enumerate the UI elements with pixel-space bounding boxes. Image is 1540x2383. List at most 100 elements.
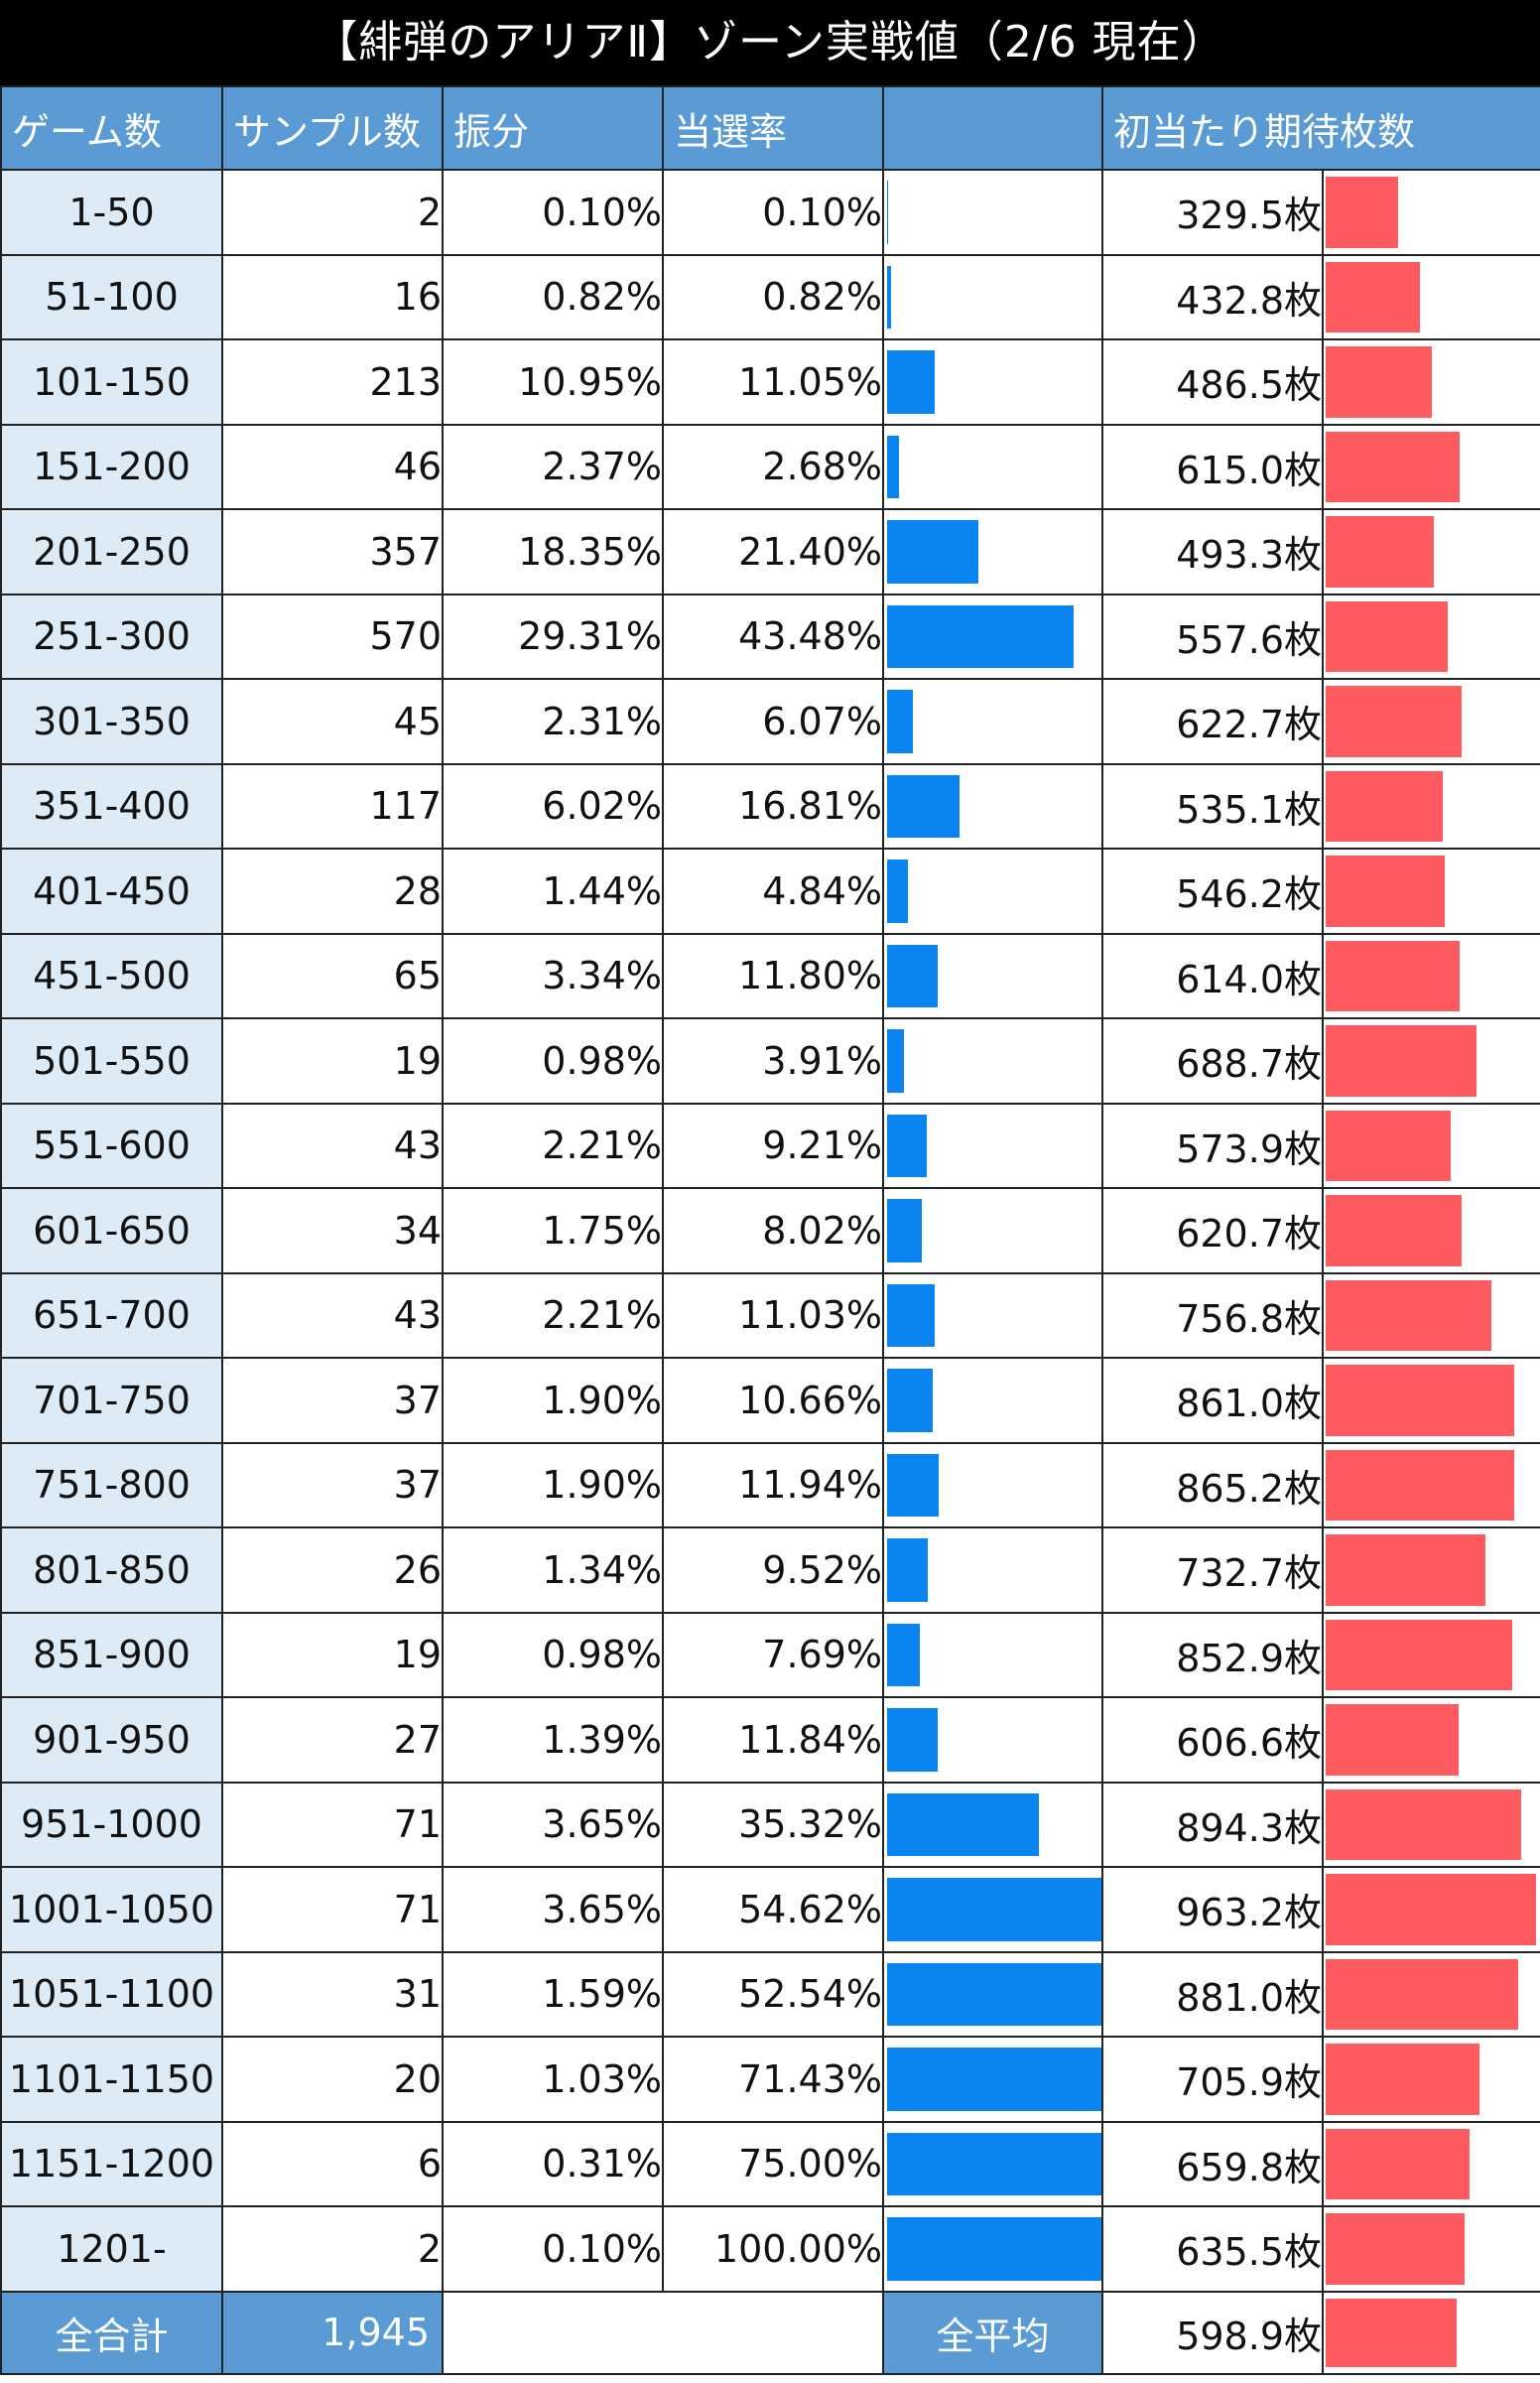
expected-bar-cell (1321, 423, 1540, 510)
game-range-cell: 1001-1050 (0, 1866, 223, 1953)
dist-cell: 3.65% (442, 1781, 664, 1868)
rate-bar-cell (882, 1271, 1103, 1359)
expected-cell: 688.7枚 (1101, 1017, 1324, 1105)
rate-bar (887, 1538, 929, 1602)
expected-cell: 732.7枚 (1101, 1526, 1324, 1614)
rate-cell: 43.48% (662, 593, 884, 680)
header-dist: 振分 (442, 85, 664, 171)
expected-cell: 535.1枚 (1101, 762, 1324, 850)
expected-bar (1326, 1025, 1476, 1097)
game-range-cell: 501-550 (0, 1017, 223, 1105)
sample-cell: 37 (221, 1441, 444, 1528)
rate-bar (887, 265, 891, 329)
rate-bar-cell (882, 2205, 1103, 2293)
rate-bar (887, 1029, 904, 1093)
expected-bar-cell (1321, 2120, 1540, 2207)
table-row: 601-650 34 1.75% 8.02% 620.7枚 (0, 1187, 1540, 1274)
expected-cell: 329.5枚 (1101, 169, 1324, 256)
expected-bar (1326, 431, 1461, 502)
rate-bar-cell (882, 1187, 1103, 1274)
game-range-cell: 51-100 (0, 253, 223, 340)
rate-bar (887, 1962, 1100, 2026)
expected-bar (1326, 177, 1398, 248)
expected-bar-cell (1321, 678, 1540, 765)
rate-cell: 2.68% (662, 423, 884, 510)
sample-cell: 26 (221, 1526, 444, 1614)
dist-cell: 1.44% (442, 848, 664, 935)
dist-cell: 6.02% (442, 762, 664, 850)
expected-bar-cell (1321, 2036, 1540, 2123)
rate-bar (887, 690, 914, 753)
expected-bar (1326, 2128, 1471, 2199)
rate-bar (887, 2217, 1100, 2281)
rate-cell: 52.54% (662, 1950, 884, 2038)
game-range-cell: 351-400 (0, 762, 223, 850)
expected-bar (1326, 686, 1463, 757)
expected-bar (1326, 2044, 1480, 2115)
sample-cell: 37 (221, 1357, 444, 1444)
dist-cell: 2.37% (442, 423, 664, 510)
dist-cell: 18.35% (442, 508, 664, 596)
expected-bar-cell (1321, 1102, 1540, 1189)
expected-cell: 861.0枚 (1101, 1357, 1324, 1444)
sample-cell: 43 (221, 1102, 444, 1189)
sample-cell: 19 (221, 1017, 444, 1105)
header-game: ゲーム数 (0, 85, 223, 171)
dist-cell: 0.82% (442, 253, 664, 340)
expected-cell: 432.8枚 (1101, 253, 1324, 340)
game-range-cell: 201-250 (0, 508, 223, 596)
table-row: 101-150 213 10.95% 11.05% 486.5枚 (0, 338, 1540, 426)
expected-cell: 557.6枚 (1101, 593, 1324, 680)
rate-bar-cell (882, 2120, 1103, 2207)
rate-bar-cell (882, 338, 1103, 426)
expected-bar (1326, 1704, 1459, 1776)
average-expected: 598.9枚 (1101, 2290, 1324, 2375)
rate-cell: 0.10% (662, 169, 884, 256)
dist-cell: 0.10% (442, 169, 664, 256)
dist-cell: 0.10% (442, 2205, 664, 2293)
table-row: 901-950 27 1.39% 11.84% 606.6枚 (0, 1696, 1540, 1784)
dist-cell: 10.95% (442, 338, 664, 426)
total-blank-1 (443, 2290, 663, 2375)
game-range-cell: 401-450 (0, 848, 223, 935)
rate-cell: 3.91% (662, 1017, 884, 1105)
rate-bar (887, 1114, 927, 1177)
rate-cell: 54.62% (662, 1866, 884, 1953)
sample-cell: 570 (221, 593, 444, 680)
total-row: 全合計 1,945 全平均 598.9枚 (0, 2290, 1540, 2375)
sample-cell: 6 (221, 2120, 444, 2207)
rate-bar-cell (882, 932, 1103, 1019)
game-range-cell: 701-750 (0, 1357, 223, 1444)
expected-bar (1326, 1279, 1491, 1351)
dist-cell: 1.03% (442, 2036, 664, 2123)
expected-bar (1326, 1619, 1512, 1690)
dist-cell: 3.34% (442, 932, 664, 1019)
sample-cell: 46 (221, 423, 444, 510)
sample-cell: 34 (221, 1187, 444, 1274)
rate-bar-cell (882, 2036, 1103, 2123)
rate-bar-cell (882, 1526, 1103, 1614)
rate-bar-cell (882, 169, 1103, 256)
game-range-cell: 101-150 (0, 338, 223, 426)
expected-bar (1326, 346, 1433, 418)
expected-bar (1326, 600, 1448, 672)
expected-bar-cell (1321, 1526, 1540, 1614)
rate-bar (887, 1453, 939, 1517)
expected-bar (1326, 1874, 1536, 1945)
expected-cell: 894.3枚 (1101, 1781, 1324, 1868)
sample-cell: 213 (221, 338, 444, 426)
rate-cell: 16.81% (662, 762, 884, 850)
rate-bar (887, 1878, 1100, 1941)
dist-cell: 2.31% (442, 678, 664, 765)
rate-bar (887, 1199, 922, 1262)
header-row: ゲーム数 サンプル数 振分 当選率 初当たり期待枚数 (0, 85, 1540, 171)
expected-cell: 635.5枚 (1101, 2205, 1324, 2293)
expected-cell: 614.0枚 (1101, 932, 1324, 1019)
game-range-cell: 801-850 (0, 1526, 223, 1614)
expected-bar (1326, 1110, 1452, 1181)
rate-bar-cell (882, 678, 1103, 765)
rate-cell: 71.43% (662, 2036, 884, 2123)
dist-cell: 0.98% (442, 1611, 664, 1698)
rate-cell: 35.32% (662, 1781, 884, 1868)
rate-bar (887, 1369, 934, 1432)
